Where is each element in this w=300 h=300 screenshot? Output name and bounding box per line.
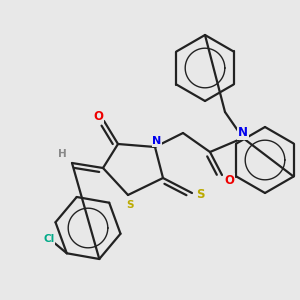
Text: N: N [238, 127, 248, 140]
Text: N: N [152, 136, 162, 146]
Text: O: O [224, 173, 234, 187]
Text: Cl: Cl [43, 234, 54, 244]
Text: O: O [93, 110, 103, 124]
Text: H: H [58, 149, 66, 159]
Text: S: S [196, 188, 204, 202]
Text: S: S [126, 200, 134, 210]
